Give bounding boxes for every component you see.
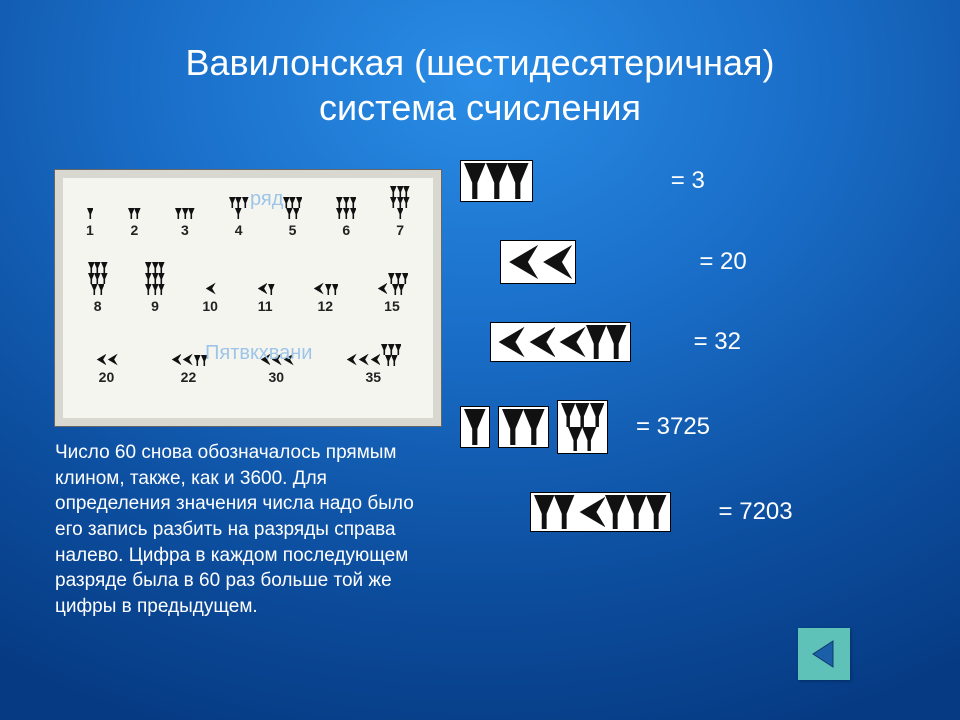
cuneiform-glyph: [376, 273, 408, 295]
table-cell-number: 30: [269, 369, 285, 385]
table-cell: 12: [312, 282, 338, 314]
table-cell-number: 6: [342, 222, 350, 238]
cuneiform-glyph: [283, 197, 303, 219]
table-cell-number: 1: [86, 222, 94, 238]
numeral-table: 1234567891011121520223035: [55, 170, 441, 426]
cuneiform-symbol: [557, 400, 608, 454]
table-cell-number: 3: [181, 222, 189, 238]
table-cell: 20: [95, 353, 118, 385]
table-cell-number: 35: [365, 369, 381, 385]
cuneiform-symbol: [500, 240, 576, 284]
cuneiform-glyph: [175, 208, 195, 219]
table-cell: 4: [229, 197, 249, 238]
cuneiform-glyph: [229, 197, 249, 219]
table-row: 8 9 10 11 12 15: [69, 262, 427, 314]
cuneiform-glyph: [87, 208, 94, 219]
table-cell-number: 8: [94, 298, 102, 314]
table-cell: 6: [336, 197, 356, 238]
example-value: = 20: [699, 248, 746, 276]
table-cell-number: 10: [202, 298, 218, 314]
cuneiform-glyph: [204, 282, 216, 295]
table-cell: 7: [390, 186, 410, 238]
table-cell: 30: [259, 353, 294, 385]
cuneiform-symbol: [498, 406, 549, 448]
table-cell: 2: [128, 208, 141, 238]
example-value: = 3725: [636, 413, 710, 441]
example-value: = 7203: [719, 498, 793, 526]
table-cell: 9: [145, 262, 165, 314]
table-cell: 11: [256, 282, 275, 314]
back-button[interactable]: [798, 628, 850, 680]
title-line-1: Вавилонская (шестидесятеричная): [185, 42, 774, 83]
cuneiform-glyph: [336, 197, 356, 219]
cuneiform-glyph: [390, 186, 410, 219]
table-cell-number: 9: [151, 298, 159, 314]
examples-column: = 3 = 20 = 32 = 3725 = 7203: [460, 160, 910, 570]
example-row: = 20: [500, 240, 910, 284]
table-cell: 15: [376, 273, 408, 314]
table-cell: 3: [175, 208, 195, 238]
table-cell: 22: [170, 353, 208, 385]
cuneiform-glyph: [145, 262, 165, 295]
cuneiform-glyph: [170, 353, 208, 366]
example-row: = 32: [490, 322, 910, 362]
table-cell-number: 2: [131, 222, 139, 238]
cuneiform-symbol: [530, 492, 671, 532]
table-cell-number: 20: [99, 369, 115, 385]
cuneiform-glyph: [345, 344, 401, 366]
cuneiform-symbol: [490, 322, 631, 362]
cuneiform-glyph: [88, 262, 108, 295]
table-row: 1 2 3 4 5 6 7: [69, 186, 427, 238]
table-cell: 35: [345, 344, 401, 385]
triangle-left-icon: [807, 637, 841, 671]
cuneiform-symbol: [460, 160, 533, 202]
cuneiform-glyph: [95, 353, 118, 366]
cuneiform-glyph: [259, 353, 294, 366]
title-line-2: система счисления: [319, 87, 641, 128]
description-paragraph: Число 60 снова обозначалось прямым клино…: [55, 440, 435, 619]
cuneiform-glyph: [312, 282, 338, 295]
table-cell-number: 22: [181, 369, 197, 385]
example-row: = 3: [460, 160, 910, 202]
slide: Вавилонская (шестидесятеричная) система …: [0, 0, 960, 720]
table-cell-number: 12: [317, 298, 333, 314]
example-row: = 7203: [530, 492, 910, 532]
example-value: = 3: [671, 167, 705, 195]
cuneiform-symbol: [460, 406, 490, 448]
example-row: = 3725: [460, 400, 910, 454]
table-cell-number: 11: [258, 298, 273, 314]
cuneiform-glyph: [256, 282, 275, 295]
table-cell: 8: [88, 262, 108, 314]
table-cell: 1: [86, 208, 94, 238]
cuneiform-glyph: [128, 208, 141, 219]
table-cell: 10: [202, 282, 218, 314]
table-cell: 5: [283, 197, 303, 238]
table-cell-number: 15: [384, 298, 400, 314]
table-cell-number: 7: [396, 222, 404, 238]
example-value: = 32: [694, 328, 741, 356]
table-cell-number: 5: [289, 222, 297, 238]
table-row: 20 22 30 35: [69, 344, 427, 385]
slide-title: Вавилонская (шестидесятеричная) система …: [0, 40, 960, 130]
table-cell-number: 4: [235, 222, 243, 238]
